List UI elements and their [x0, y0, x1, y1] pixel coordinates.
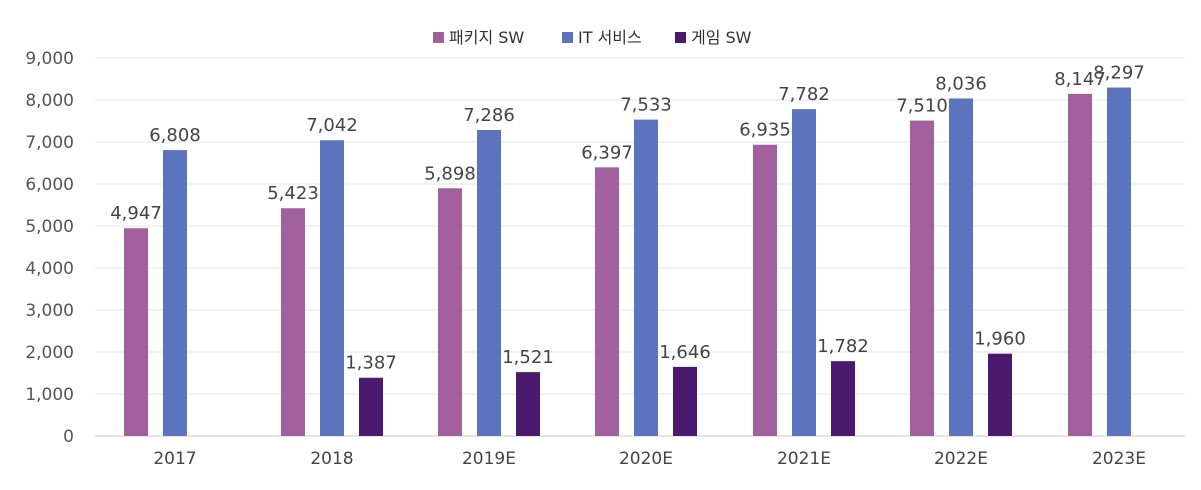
x-tick-label: 2017	[153, 449, 196, 469]
bar	[438, 188, 462, 436]
bar	[673, 366, 697, 436]
bar	[1107, 87, 1131, 436]
y-tick-label: 2,000	[25, 343, 74, 363]
bar	[320, 140, 344, 436]
x-tick-label: 2022E	[934, 449, 988, 469]
legend-swatch	[562, 32, 573, 43]
y-axis: 0 1,000 2,000 3,000 4,000 5,000 6,000 7,000 8,00…	[25, 49, 74, 447]
bar	[988, 353, 1012, 436]
data-label: 4,947	[110, 203, 162, 224]
bar	[1068, 93, 1092, 437]
bar	[595, 167, 619, 437]
y-tick-label: 4,000	[25, 259, 74, 279]
legend-label: 게임 SW	[691, 28, 752, 47]
bar	[831, 361, 855, 436]
data-label: 8,036	[935, 73, 987, 94]
data-label: 8,147	[1054, 69, 1106, 90]
y-tick-label: 8,000	[25, 91, 74, 111]
data-label: 5,423	[267, 183, 319, 204]
data-label: 1,521	[502, 347, 554, 368]
bar	[516, 372, 540, 436]
y-tick-label: 3,000	[25, 301, 74, 321]
data-label: 6,397	[581, 142, 633, 163]
legend: 패키지 SW IT 서비스 게임 SW	[433, 28, 752, 47]
data-label: 1,387	[345, 353, 397, 374]
y-tick-label: 9,000	[25, 49, 74, 69]
bar	[281, 208, 305, 436]
data-label: 8,297	[1093, 63, 1145, 84]
x-tick-label: 2018	[310, 449, 353, 469]
data-labels: 4,947 6,808 5,423 7,042 1,387 5,898 7,286 1,521…	[110, 63, 1145, 374]
y-tick-label: 1,000	[25, 385, 74, 405]
x-tick-label: 2019E	[462, 449, 516, 469]
data-label: 7,286	[463, 105, 515, 126]
y-tick-label: 5,000	[25, 217, 74, 237]
legend-swatch	[675, 32, 686, 43]
y-tick-label: 6,000	[25, 175, 74, 195]
data-label: 1,646	[659, 342, 711, 363]
bar	[477, 129, 501, 436]
bar	[910, 120, 934, 436]
x-tick-label: 2023E	[1092, 449, 1146, 469]
data-label: 7,533	[620, 95, 672, 116]
x-tick-label: 2021E	[777, 449, 831, 469]
legend-label: IT 서비스	[578, 28, 642, 47]
bar	[163, 150, 187, 436]
data-label: 1,960	[974, 329, 1026, 350]
x-axis: 2017 2018 2019E 2020E 2021E 2022E 2023E	[153, 449, 1146, 469]
data-label: 1,782	[817, 336, 869, 357]
bar	[634, 119, 658, 436]
x-tick-label: 2020E	[619, 449, 673, 469]
y-tick-label: 0	[63, 427, 74, 447]
data-label: 6,935	[739, 120, 791, 141]
data-label: 5,898	[424, 163, 476, 184]
y-tick-label: 7,000	[25, 133, 74, 153]
bars	[124, 87, 1131, 437]
bar	[124, 228, 148, 436]
legend-swatch	[433, 32, 444, 43]
bar	[949, 98, 973, 436]
bar	[359, 377, 383, 436]
data-label: 7,782	[778, 84, 830, 105]
data-label: 7,510	[896, 96, 948, 117]
data-label: 6,808	[149, 125, 201, 146]
data-label: 7,042	[306, 115, 358, 136]
legend-label: 패키지 SW	[449, 28, 524, 47]
bar	[792, 109, 816, 436]
bar	[753, 144, 777, 437]
